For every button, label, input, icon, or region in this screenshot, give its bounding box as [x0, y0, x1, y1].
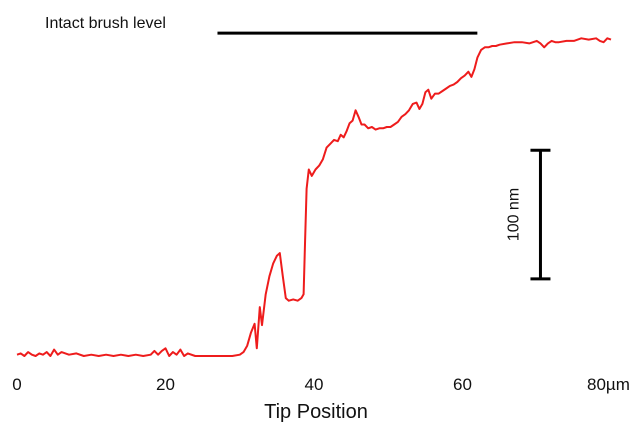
x-tick-labels: 0 20 40 60 80µm: [12, 375, 630, 394]
x-tick-label: 20: [156, 375, 175, 394]
x-tick-label: 80µm: [587, 375, 630, 394]
scale-bar-label: 100 nm: [505, 188, 522, 241]
x-tick-label: 60: [453, 375, 472, 394]
series-group: [16, 37, 612, 357]
x-axis: 0 20 40 60 80µm Tip Position: [12, 375, 630, 423]
x-tick-label: 40: [305, 375, 324, 394]
reference-line-group: Intact brush level: [45, 15, 478, 35]
x-tick-label: 0: [12, 375, 21, 394]
scale-bar: 100 nm: [505, 148, 551, 281]
x-axis-title: Tip Position: [264, 401, 368, 423]
series-line: [16, 37, 612, 357]
intact-brush-level-label: Intact brush level: [45, 15, 166, 32]
